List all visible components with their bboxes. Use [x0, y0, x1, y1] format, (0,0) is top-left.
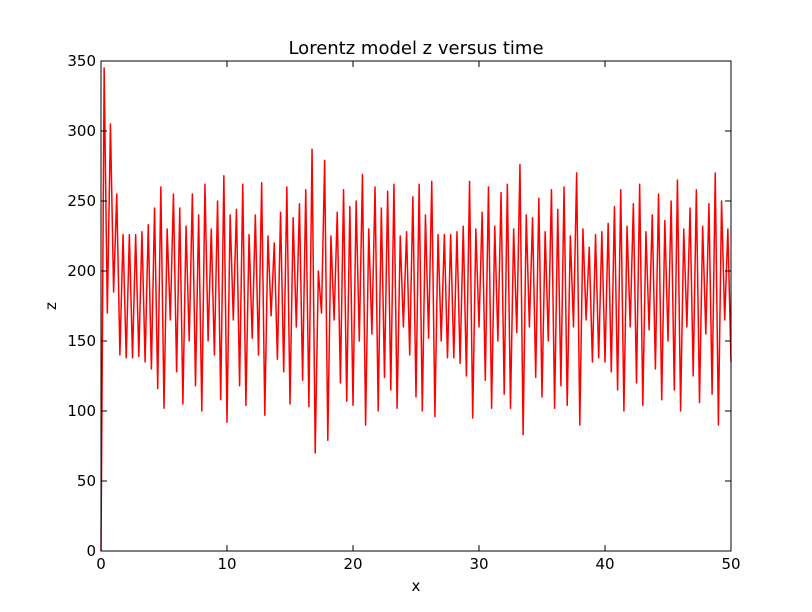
x-tick-label: 10: [217, 555, 236, 573]
y-tick-label: 50: [77, 472, 96, 490]
x-tick-label: 50: [721, 555, 740, 573]
x-axis-label: x: [412, 577, 421, 595]
data-line: [100, 67, 732, 552]
y-tick-label: 300: [67, 122, 96, 140]
y-tick-label: 150: [67, 332, 96, 350]
y-tick-label: 0: [86, 542, 96, 560]
y-tick-label: 200: [67, 262, 96, 280]
x-tick-label: 20: [343, 555, 362, 573]
y-tick-label: 350: [67, 52, 96, 70]
x-tick-label: 30: [469, 555, 488, 573]
y-tick-label: 100: [67, 402, 96, 420]
x-tick-label: 0: [96, 555, 106, 573]
plot-frame: [100, 60, 732, 552]
y-axis-label: z: [42, 302, 60, 310]
x-tick-label: 40: [595, 555, 614, 573]
chart-title: Lorentz model z versus time: [288, 38, 543, 59]
y-tick-label: 250: [67, 192, 96, 210]
